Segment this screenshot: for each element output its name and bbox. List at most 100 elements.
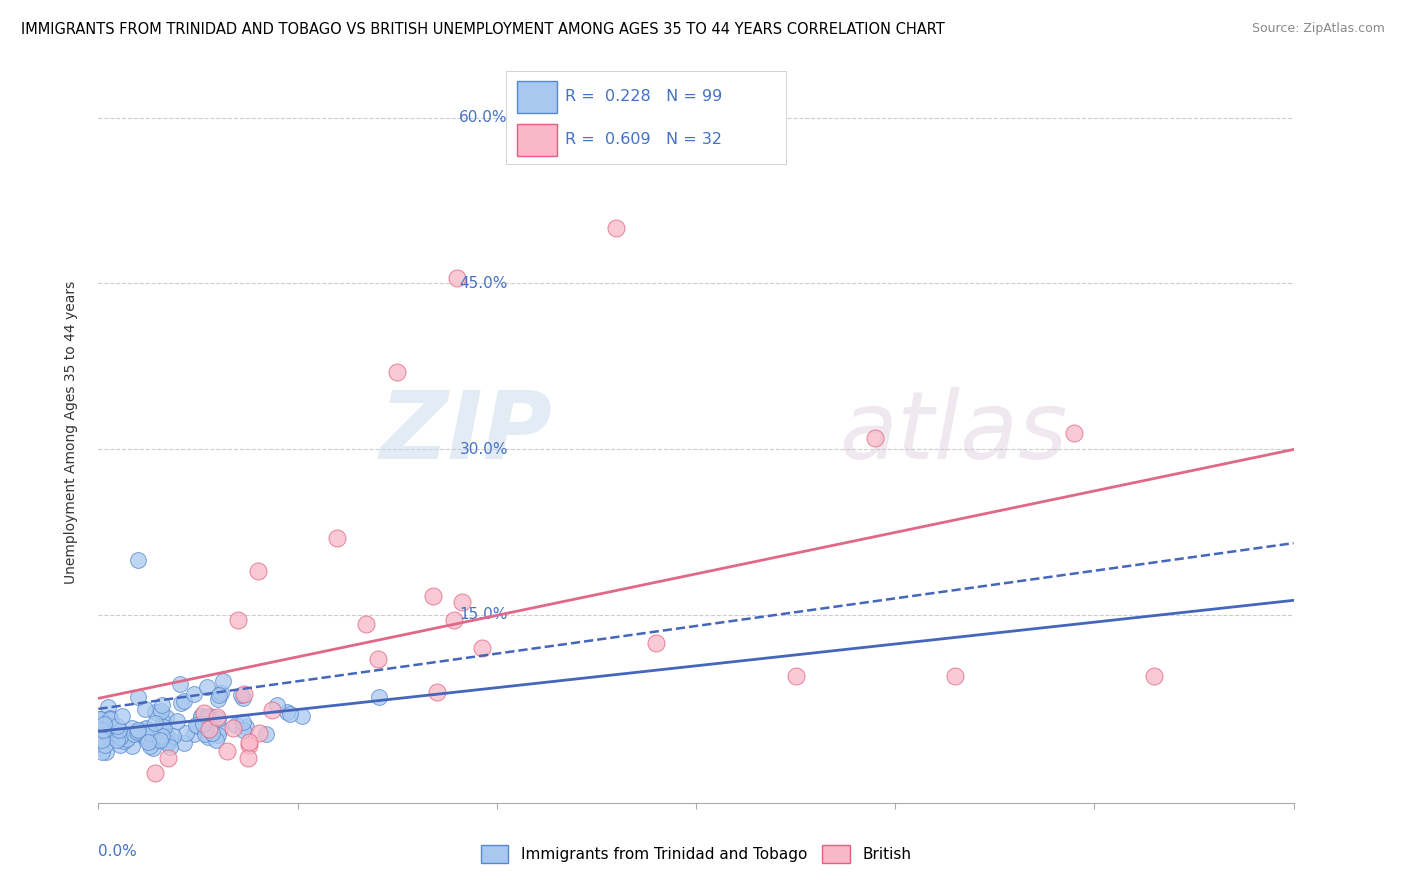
Point (215, 744, 238, 758)
Point (91, 723, 114, 737)
Point (446, 271, 468, 285)
Point (367, 651, 389, 665)
Point (183, 687, 205, 701)
Point (785, 669, 807, 683)
Point (131, 727, 153, 741)
Point (645, 635, 668, 649)
Point (278, 706, 301, 721)
Point (156, 735, 179, 749)
Point (450, 595, 472, 609)
Point (108, 723, 131, 737)
Point (1063, 425, 1085, 440)
Point (471, 640, 494, 655)
Point (184, 718, 207, 732)
Point (208, 722, 231, 736)
Point (605, 221, 627, 235)
Point (127, 690, 149, 704)
Point (235, 721, 257, 735)
Point (201, 725, 224, 739)
Point (105, 732, 128, 747)
Point (385, 365, 409, 379)
Point (368, 690, 391, 705)
Point (276, 705, 298, 719)
Point (150, 698, 173, 712)
Point (127, 723, 149, 737)
Point (422, 589, 444, 603)
Point (169, 677, 191, 691)
Text: R =  0.228   N = 99: R = 0.228 N = 99 (565, 89, 723, 104)
Point (121, 739, 143, 753)
Point (190, 708, 212, 723)
Point (197, 722, 219, 736)
Point (291, 709, 314, 723)
Text: ZIP: ZIP (380, 386, 553, 479)
Point (254, 727, 277, 741)
Point (135, 722, 157, 736)
Legend: Immigrants from Trinidad and Tobago, British: Immigrants from Trinidad and Tobago, Bri… (475, 839, 917, 869)
Point (96, 745, 118, 759)
Point (443, 613, 465, 627)
Point (222, 721, 245, 735)
Point (134, 724, 156, 739)
Point (127, 552, 149, 566)
Point (193, 706, 215, 721)
Point (266, 698, 288, 712)
Point (173, 694, 195, 708)
Point (865, 431, 887, 445)
Point (136, 731, 159, 746)
Point (121, 721, 143, 735)
Point (232, 723, 254, 737)
Point (232, 715, 254, 730)
Point (356, 617, 378, 632)
Point (134, 731, 156, 745)
Point (173, 736, 195, 750)
Point (141, 724, 163, 739)
Point (162, 729, 184, 743)
Point (195, 710, 218, 724)
Point (238, 738, 260, 752)
Point (183, 727, 205, 741)
Point (152, 714, 174, 729)
Point (101, 717, 124, 731)
Point (262, 703, 284, 717)
Point (98, 711, 121, 725)
Point (190, 710, 212, 724)
Point (1143, 669, 1166, 683)
Point (132, 728, 155, 742)
Point (155, 728, 177, 742)
Text: 45.0%: 45.0% (460, 276, 508, 291)
Point (238, 734, 260, 748)
Point (159, 731, 181, 746)
Point (231, 688, 253, 702)
Point (169, 696, 191, 710)
FancyBboxPatch shape (517, 124, 557, 156)
Point (208, 688, 231, 702)
Point (193, 717, 215, 731)
Point (138, 734, 160, 748)
Point (207, 728, 229, 742)
Point (326, 531, 349, 545)
Point (93, 717, 115, 731)
Text: 60.0%: 60.0% (460, 111, 508, 125)
Point (90, 732, 112, 747)
Point (155, 710, 177, 724)
Point (426, 685, 449, 699)
Point (115, 731, 138, 746)
Point (94, 726, 117, 740)
Point (98, 712, 121, 726)
Point (105, 719, 128, 733)
Point (139, 739, 162, 753)
Point (197, 680, 219, 694)
Point (247, 726, 270, 740)
Point (90, 745, 112, 759)
Point (122, 727, 145, 741)
Point (209, 686, 232, 700)
Point (149, 733, 172, 747)
Point (205, 733, 228, 747)
Point (89, 712, 111, 726)
Point (236, 751, 259, 765)
Point (153, 720, 176, 734)
Point (194, 727, 217, 741)
Point (232, 690, 254, 705)
Point (98, 730, 121, 744)
